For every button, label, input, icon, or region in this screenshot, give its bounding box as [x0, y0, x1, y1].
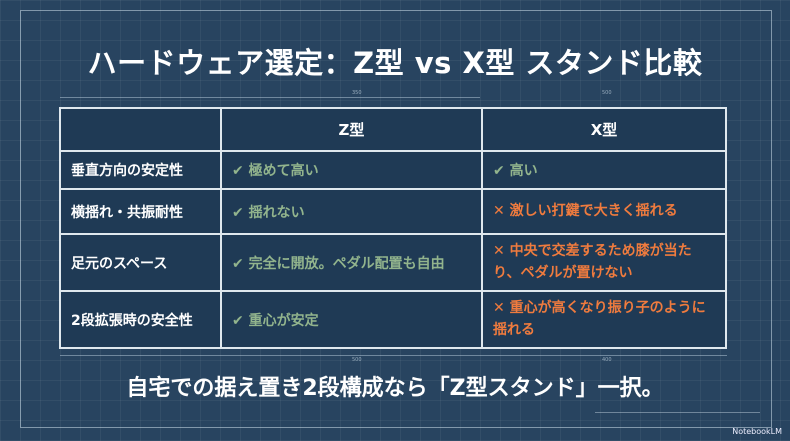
check-icon: ✔: [232, 312, 244, 329]
table-row: 横揺れ・共振耐性 ✔ 揺れない ✕ 激しい打鍵で大きく揺れる: [59, 188, 727, 235]
cross-icon: ✕: [493, 242, 505, 259]
row-label: 垂直方向の安定性: [59, 150, 222, 190]
dimension-line: [60, 97, 480, 98]
blueprint-frame: [20, 10, 772, 428]
check-icon: ✔: [232, 163, 244, 179]
check-icon: ✔: [493, 163, 505, 179]
z-cell: ✔ 揺れない: [220, 188, 483, 235]
x-cell: ✕ 中央で交差するため膝が当たり、ペダルが置けない: [481, 233, 727, 292]
table-header-row: Z型 X型: [59, 107, 727, 152]
cross-icon: ✕: [493, 202, 505, 219]
dimension-label: 500: [602, 90, 612, 96]
conclusion-text: 自宅での据え置き2段構成なら「Z型スタンド」一択。: [126, 376, 664, 401]
dimension-label: 350: [352, 90, 362, 96]
notebooklm-watermark: NotebookLM: [732, 427, 782, 436]
header-x: X型: [481, 107, 727, 152]
z-cell: ✔ 完全に開放。ペダル配置も自由: [220, 233, 483, 292]
row-label: 足元のスペース: [59, 233, 222, 292]
header-cell: [59, 107, 222, 152]
table-row: 2段拡張時の安全性 ✔ 重心が安定 ✕ 重心が高くなり振り子のように揺れる: [59, 290, 727, 349]
slide-title: ハードウェア選定：Z型 vs X型 スタンド比較: [87, 46, 703, 80]
row-label: 横揺れ・共振耐性: [59, 188, 222, 235]
x-cell: ✕ 重心が高くなり振り子のように揺れる: [481, 290, 727, 349]
cross-icon: ✕: [493, 299, 505, 316]
dimension-label: 400: [602, 357, 612, 363]
title-block: [595, 412, 760, 428]
table-row: 垂直方向の安定性 ✔ 極めて高い ✔ 高い: [59, 150, 727, 190]
z-cell: ✔ 重心が安定: [220, 290, 483, 349]
x-cell: ✕ 激しい打鍵で大きく揺れる: [481, 188, 727, 235]
check-icon: ✔: [232, 204, 244, 221]
comparison-table: Z型 X型 垂直方向の安定性 ✔ 極めて高い ✔ 高い 横揺れ・共振耐性 ✔ 揺…: [59, 107, 727, 349]
header-z: Z型: [220, 107, 483, 152]
z-cell: ✔ 極めて高い: [220, 150, 483, 190]
dimension-label: 500: [352, 357, 362, 363]
row-label: 2段拡張時の安全性: [59, 290, 222, 349]
dimension-line: [60, 355, 727, 356]
table-row: 足元のスペース ✔ 完全に開放。ペダル配置も自由 ✕ 中央で交差するため膝が当た…: [59, 233, 727, 292]
x-cell: ✔ 高い: [481, 150, 727, 190]
check-icon: ✔: [232, 255, 244, 272]
